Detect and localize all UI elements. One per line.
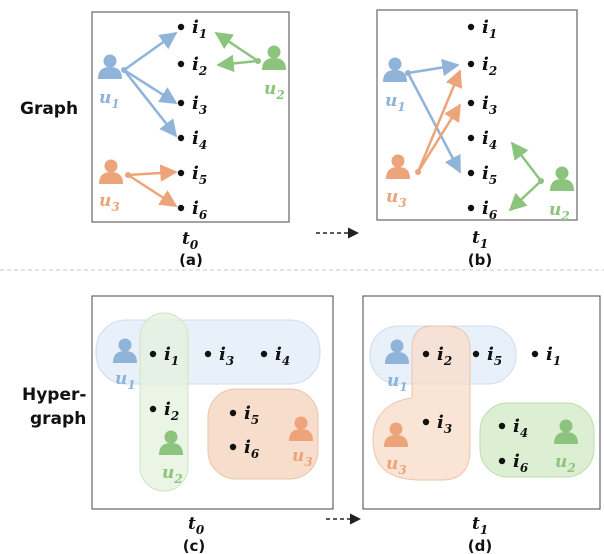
item-label-d-i2: i2	[437, 344, 452, 368]
item-label-b-i2: i2	[482, 54, 497, 78]
panel-c: u1 u2 u3 i1 i3 i4 i2 i5 i6 t0 (c)	[91, 295, 334, 554]
row-label-hypergraph-2: graph	[30, 409, 86, 429]
item-label-b-i4: i4	[482, 128, 497, 152]
edge-b-u2-i4	[510, 141, 542, 182]
edge-b-u3-i3	[416, 103, 462, 173]
panel-caption-b: (b)	[468, 251, 492, 269]
user-label-b-u3: u3	[386, 187, 407, 210]
time-label-a: t0	[182, 229, 199, 252]
item-label-a-i6: i6	[192, 198, 208, 222]
item-label-c-i1: i1	[164, 344, 179, 368]
user-label-a-u3: u3	[99, 191, 120, 214]
item-label-d-i1: i1	[546, 344, 561, 368]
item-label-c-i5: i5	[244, 403, 259, 427]
items-b: i1 i2 i3 i4 i5 i6	[467, 17, 498, 222]
edge-b-u1-i2	[407, 58, 460, 77]
item-label-b-i1: i1	[482, 17, 497, 41]
item-label-b-i6: i6	[482, 198, 498, 222]
item-label-c-i2: i2	[164, 399, 179, 423]
user-label-b-u2: u2	[549, 200, 570, 223]
user-icon-a-u1	[98, 54, 122, 79]
panel-a: u1 u2 u3 i1 i2 i3 i4 i5 i6 t0 (a)	[91, 11, 290, 269]
edge-node-a-u3	[125, 172, 131, 178]
user-label-a-u1: u1	[99, 88, 120, 111]
edge-a-u1-i1	[123, 31, 178, 72]
user-label-c-u3: u3	[292, 446, 313, 469]
user-icon-a-u2	[262, 45, 286, 70]
item-label-a-i3: i3	[192, 93, 207, 117]
panel-b: u1 u3 u2 i1 i2 i3 i4 i5 i6 t1 (b)	[376, 9, 578, 269]
edge-a-u1-i3	[123, 68, 178, 105]
panel-b-frame	[376, 9, 578, 221]
edge-b-u2-i6	[508, 180, 542, 212]
user-icon-a-u3	[99, 159, 123, 184]
user-label-c-u2: u2	[162, 463, 183, 486]
panel-caption-d: (d)	[468, 537, 492, 554]
edge-a-u2-i1	[214, 31, 259, 63]
item-label-b-i5: i5	[482, 163, 497, 187]
item-label-c-i3: i3	[219, 344, 234, 368]
time-label-d: t1	[472, 514, 488, 537]
item-label-d-i6: i6	[513, 451, 529, 475]
panel-caption-a: (a)	[179, 251, 203, 269]
item-label-a-i5: i5	[192, 163, 207, 187]
edge-node-a-u2	[255, 58, 261, 64]
items-a: i1 i2 i3 i4 i5 i6	[177, 17, 208, 222]
time-label-b: t1	[472, 228, 488, 251]
edge-node-b-u3	[415, 169, 421, 175]
user-icon-b-u3	[386, 154, 410, 179]
user-label-b-u1: u1	[385, 91, 406, 114]
edge-a-u3-i6	[127, 173, 178, 208]
edge-node-b-u1	[405, 70, 411, 76]
edge-node-a-u1	[121, 67, 127, 73]
edge-a-u3-i5	[127, 164, 178, 182]
item-label-c-i6: i6	[244, 437, 260, 461]
edge-b-u1-i5	[406, 72, 462, 174]
time-label-c: t0	[188, 514, 205, 537]
user-icon-b-u1	[383, 57, 407, 82]
user-icon-b-u2	[550, 166, 574, 191]
item-label-d-i4: i4	[513, 416, 528, 440]
item-label-d-i3: i3	[437, 412, 452, 436]
user-label-d-u1: u1	[387, 371, 408, 394]
edge-a-u1-i4	[123, 69, 178, 138]
item-label-a-i2: i2	[192, 54, 207, 78]
panel-c-frame	[91, 295, 334, 510]
panel-caption-c: (c)	[183, 537, 206, 554]
panel-d: u1 u3 u2 i2 i5 i1 i3 i4 i6 t1 (d)	[362, 295, 601, 554]
edge-a-u2-i2	[216, 54, 259, 73]
item-label-c-i4: i4	[275, 344, 290, 368]
user-label-c-u1: u1	[115, 369, 136, 392]
items-c: i1 i3 i4 i2 i5 i6	[149, 344, 290, 461]
item-label-d-i5: i5	[487, 344, 502, 368]
row-label-hypergraph-1: Hyper-	[22, 385, 86, 405]
user-label-a-u2: u2	[264, 79, 285, 102]
row-label-graph: Graph	[20, 99, 78, 119]
panel-a-frame	[91, 11, 290, 223]
panel-d-frame	[362, 295, 601, 510]
item-label-b-i3: i3	[482, 93, 497, 117]
user-label-d-u2: u2	[555, 452, 576, 475]
edge-b-u3-i2	[416, 69, 463, 173]
item-label-a-i4: i4	[192, 128, 207, 152]
item-label-a-i1: i1	[192, 17, 207, 41]
user-label-d-u3: u3	[386, 454, 407, 477]
items-d: i2 i5 i1 i3 i4 i6	[422, 344, 561, 475]
edge-node-b-u2	[538, 178, 544, 184]
